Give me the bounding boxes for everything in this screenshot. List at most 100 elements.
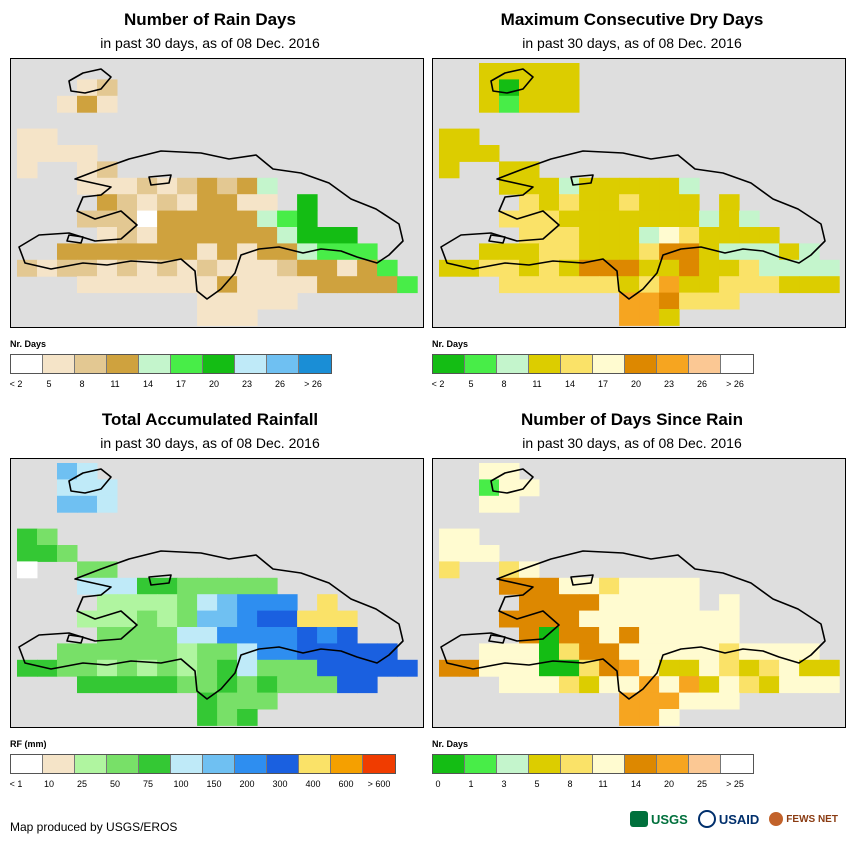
grid-cell — [277, 292, 298, 310]
grid-cell — [17, 561, 38, 579]
grid-cell — [579, 177, 600, 195]
grid-cell — [197, 210, 218, 228]
grid-cell — [539, 676, 560, 694]
grid-cell — [337, 659, 358, 677]
legend-tick-label: < 2 — [9, 379, 23, 389]
grid-cell — [699, 210, 720, 228]
grid-cell — [277, 627, 298, 644]
grid-cell — [257, 177, 278, 195]
grid-cell — [539, 210, 560, 228]
grid-cell — [699, 292, 720, 310]
grid-cell — [57, 243, 78, 261]
legend-bar — [432, 754, 754, 774]
grid-cell — [117, 643, 138, 661]
grid-cell — [157, 177, 178, 195]
grid-cell — [297, 659, 318, 677]
legend-ticks: < 2 5 8 11 14 17 20 23 26 > 26 — [432, 379, 792, 391]
grid-cell — [679, 692, 700, 710]
grid-cell — [217, 676, 238, 694]
grid-cell — [217, 227, 238, 244]
legend-tick-label: 200 — [239, 779, 255, 789]
legend-swatch — [299, 355, 331, 373]
grid-cell — [479, 79, 500, 97]
grid-cell — [579, 676, 600, 694]
grid-cell — [539, 243, 560, 261]
grid-cell — [37, 128, 58, 146]
grid-cell — [317, 594, 338, 612]
legend-swatch — [139, 755, 171, 773]
grid-cell — [659, 692, 680, 710]
grid-cell — [237, 292, 258, 310]
grid-cell — [679, 292, 700, 310]
grid-cell — [519, 610, 540, 628]
grid-cell — [579, 659, 600, 677]
grid-cell — [699, 243, 720, 261]
grid-cell — [217, 177, 238, 195]
legend-tick-label: 23 — [241, 379, 253, 389]
grid-cell — [739, 643, 760, 661]
legend-swatch — [465, 355, 497, 373]
grid-cell — [117, 594, 138, 612]
grid-cell — [599, 594, 620, 612]
legend-swatch — [529, 755, 561, 773]
grid-cell — [177, 210, 198, 228]
grid-cell — [97, 194, 118, 212]
grid-cell — [699, 643, 720, 661]
grid-cell — [237, 577, 258, 595]
grid-cell — [719, 259, 740, 277]
grid-cell — [819, 276, 840, 294]
grid-cell — [499, 259, 520, 277]
grid-cell — [559, 194, 580, 212]
grid-cell — [37, 528, 58, 546]
grid-cell — [57, 659, 78, 677]
grid-cell — [337, 610, 358, 628]
grid-cell — [317, 676, 338, 694]
grid-cell — [117, 259, 138, 277]
grid-cell — [377, 643, 398, 661]
grid-cell — [579, 627, 600, 644]
legend-tick-label: 14 — [564, 379, 576, 389]
grid-cell — [599, 643, 620, 661]
grid-cell — [117, 659, 138, 677]
legend-swatch — [561, 755, 593, 773]
grid-cell — [559, 63, 580, 80]
legend-tick-label: 17 — [175, 379, 187, 389]
grid-cell — [479, 659, 500, 677]
usgs-mark-icon — [630, 811, 648, 827]
grid-cell — [117, 676, 138, 694]
legend-tick-label: 8 — [567, 779, 573, 789]
legend-tick-label: 11 — [532, 379, 542, 389]
grid-cell — [579, 194, 600, 212]
coastline — [68, 68, 112, 94]
grid-cell — [197, 177, 218, 195]
grid-cell — [479, 463, 500, 480]
grid-cell — [799, 676, 820, 694]
grid-cell — [137, 577, 158, 595]
grid-cell — [317, 243, 338, 261]
legend-tick-label: 14 — [142, 379, 154, 389]
legend-swatch — [593, 755, 625, 773]
grid-cell — [237, 177, 258, 195]
coastline — [570, 174, 594, 186]
panel-title: Number of Rain Days — [124, 10, 296, 29]
grid-cell — [197, 709, 218, 726]
grid-cell — [559, 676, 580, 694]
grid-cell — [77, 161, 98, 179]
grid-cell — [619, 692, 640, 710]
grid-cell — [619, 594, 640, 612]
grid-cell — [719, 659, 740, 677]
grid-cell — [679, 659, 700, 677]
legend-swatch — [267, 755, 299, 773]
grid-cell — [559, 627, 580, 644]
grid-cell — [117, 194, 138, 212]
legend-title: RF (mm) — [10, 739, 47, 749]
grid-cell — [659, 610, 680, 628]
grid-cell — [499, 479, 520, 497]
grid-cell — [377, 259, 398, 277]
grid-cell — [679, 227, 700, 244]
grid-cell — [599, 276, 620, 294]
legend-tick-label: 11 — [110, 379, 120, 389]
grid-cell — [679, 643, 700, 661]
legend-tick-label: > 25 — [726, 779, 744, 789]
grid-cell — [759, 259, 780, 277]
